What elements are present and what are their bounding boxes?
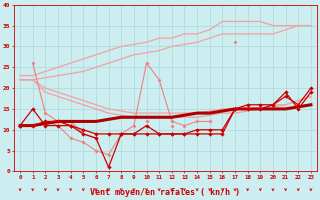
X-axis label: Vent moyen/en rafales ( kn/h ): Vent moyen/en rafales ( kn/h ) xyxy=(91,188,241,197)
